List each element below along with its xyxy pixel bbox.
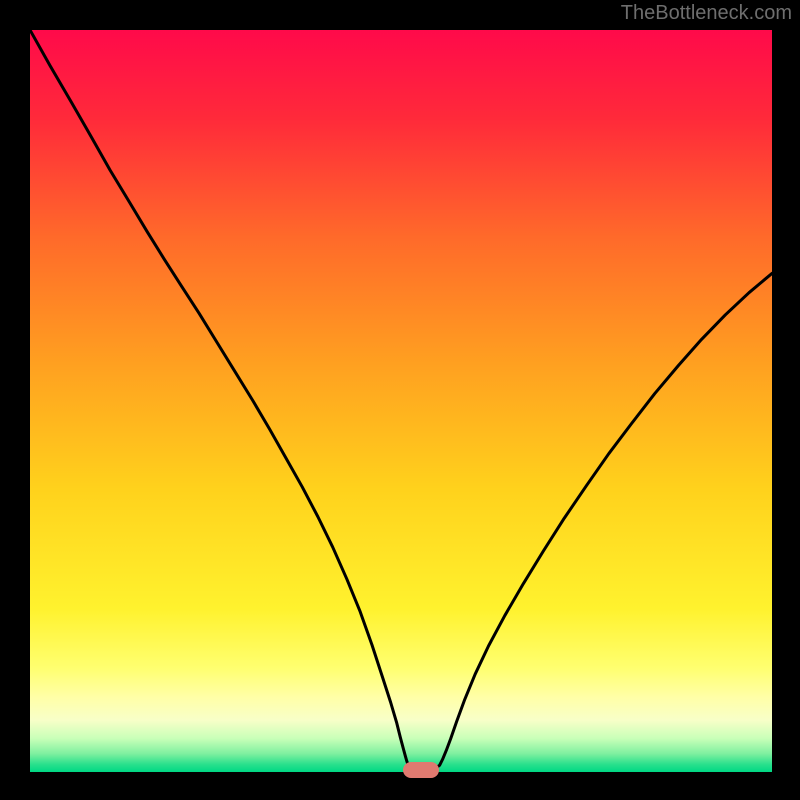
curve-layer xyxy=(30,30,772,772)
watermark-text: TheBottleneck.com xyxy=(621,2,792,25)
bottleneck-curve xyxy=(30,30,772,770)
chart-root: TheBottleneck.com xyxy=(0,0,800,800)
optimum-marker xyxy=(403,762,439,778)
plot-area xyxy=(30,30,772,772)
